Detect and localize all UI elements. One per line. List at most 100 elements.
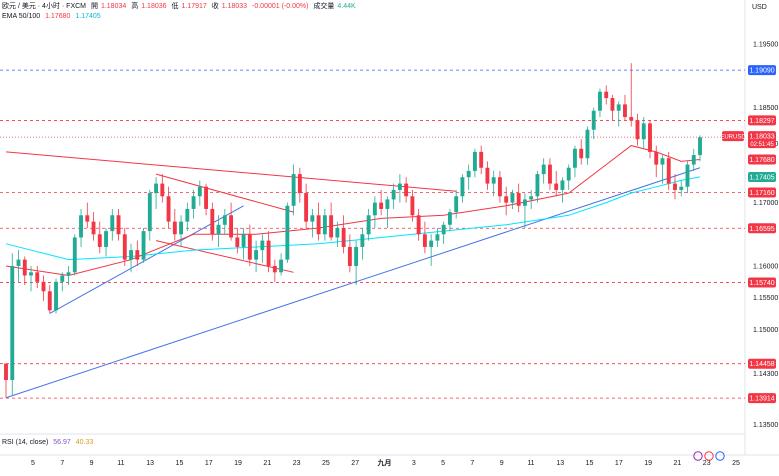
- x-tick-label: 7: [60, 460, 64, 467]
- ema50-line: [5, 145, 701, 277]
- candle-body: [47, 291, 52, 311]
- x-tick-label: 19: [234, 460, 242, 467]
- close-value: 1.18033: [221, 3, 248, 10]
- ema-label: EMA 50/100: [2, 13, 41, 20]
- candle-body: [691, 155, 696, 165]
- candle-body: [685, 164, 690, 187]
- candle-body: [641, 123, 646, 140]
- trendline-channel: [155, 240, 294, 273]
- candle-body: [566, 167, 571, 181]
- x-tick-label: 23: [703, 460, 711, 467]
- candle-body: [598, 91, 602, 111]
- candle-body: [385, 199, 390, 209]
- candle-body: [635, 120, 640, 140]
- candle-body: [291, 174, 296, 206]
- trendline-channel: [155, 173, 294, 213]
- x-tick-label: 25: [322, 460, 330, 467]
- x-tick-label: 21: [674, 460, 682, 467]
- rsi-legend: RSI (14, close) 56.97 40.33: [2, 438, 96, 448]
- price-level-label: 1.18297: [749, 118, 774, 125]
- candle-body: [247, 234, 252, 260]
- candle-body: [4, 363, 8, 381]
- candle-body: [204, 186, 209, 209]
- candle-body: [172, 221, 177, 235]
- x-tick-label: 5: [441, 460, 445, 467]
- y-tick-label: 1.17000: [753, 200, 778, 207]
- candle-body: [472, 151, 477, 171]
- candle-body: [416, 215, 421, 235]
- y-tick-label: 1.19500: [753, 42, 778, 49]
- candle-body: [491, 177, 496, 184]
- x-tick-label: 9: [90, 460, 94, 467]
- ema100-value: 1.17405: [75, 13, 101, 20]
- candle-body: [573, 148, 577, 168]
- rsi-ma-value: 40.33: [75, 439, 94, 446]
- candle-body: [623, 104, 627, 118]
- candle-body: [354, 246, 359, 266]
- candle-body: [91, 221, 96, 235]
- candle-body: [666, 158, 671, 184]
- x-tick-label: 11: [527, 460, 534, 467]
- price-level-label: 1.16595: [749, 226, 774, 233]
- low-label: 低: [171, 3, 179, 10]
- rsi-label: RSI (14, close): [2, 439, 49, 446]
- price-level-tag: [748, 65, 776, 76]
- candle-body: [166, 196, 171, 222]
- rsi-value: 56.97: [53, 439, 71, 446]
- candle-body: [29, 272, 33, 276]
- candle-body: [516, 193, 521, 206]
- candle-body: [554, 183, 559, 190]
- candle-body: [135, 250, 140, 260]
- high-value: 1.18036: [141, 3, 167, 10]
- candle-body: [479, 151, 484, 168]
- candle-body: [141, 231, 146, 260]
- y-tick-label: 1.14300: [753, 371, 778, 378]
- open-label: 開: [90, 3, 98, 10]
- symbol-tag-label: EURUSD: [720, 135, 746, 141]
- candle-body: [397, 183, 402, 190]
- candle-body: [366, 215, 371, 235]
- candle-body: [297, 174, 302, 194]
- price-level-tag: [748, 358, 776, 369]
- candle-body: [541, 164, 546, 175]
- x-tick-label: 17: [615, 460, 623, 467]
- candle-body: [616, 104, 621, 111]
- x-tick-label: 11: [117, 460, 124, 467]
- candle-body: [160, 183, 165, 197]
- candle-body: [648, 123, 652, 152]
- candle-body: [660, 158, 665, 165]
- volume-value: 4.44K: [337, 3, 356, 10]
- x-tick-label: 15: [176, 460, 184, 467]
- candle-body: [229, 215, 234, 238]
- candle-body: [497, 177, 502, 197]
- candle-body: [460, 177, 465, 197]
- candle-body: [191, 196, 196, 209]
- price-level-label: 1.14458: [749, 361, 774, 368]
- candle-body: [454, 196, 459, 213]
- ema-legend: EMA 50/100 1.17680 1.17405: [2, 12, 104, 22]
- x-tick-label: 3: [412, 460, 416, 467]
- candle-body: [241, 234, 246, 247]
- y-tick-label: 1.15000: [753, 327, 778, 334]
- price-level-tag: [748, 115, 776, 126]
- candle-body: [391, 189, 396, 200]
- candle-body: [604, 91, 609, 99]
- candle-body: [522, 199, 527, 206]
- indicator-badge-icon: [715, 451, 725, 461]
- candle-body: [322, 215, 327, 235]
- candle-body: [560, 180, 565, 190]
- candle-body: [510, 193, 515, 203]
- candle-body: [422, 234, 427, 247]
- price-level-tag: [748, 187, 776, 198]
- candle-body: [504, 196, 509, 203]
- candle-body: [529, 196, 534, 200]
- candle-body: [335, 227, 340, 238]
- price-level-label: 1.15740: [749, 280, 774, 287]
- price-level-label: 1.17680: [749, 157, 774, 164]
- symbol-line: 欧元 / 美元 · 4小时 · FXCM: [2, 3, 86, 10]
- candle-body: [347, 246, 352, 266]
- x-tick-label: 17: [205, 460, 213, 467]
- candle-body: [429, 240, 434, 247]
